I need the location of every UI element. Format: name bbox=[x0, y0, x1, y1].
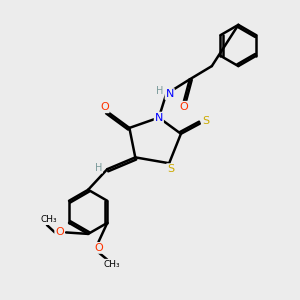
Text: S: S bbox=[167, 164, 174, 174]
Text: N: N bbox=[166, 89, 174, 99]
Text: O: O bbox=[100, 102, 109, 112]
Text: O: O bbox=[95, 243, 103, 253]
Text: H: H bbox=[95, 163, 102, 173]
Text: O: O bbox=[179, 102, 188, 112]
Text: H: H bbox=[156, 85, 164, 95]
Text: O: O bbox=[55, 227, 64, 237]
Text: CH₃: CH₃ bbox=[40, 215, 57, 224]
Text: CH₃: CH₃ bbox=[103, 260, 120, 268]
Text: N: N bbox=[154, 112, 163, 123]
Text: S: S bbox=[202, 116, 209, 126]
